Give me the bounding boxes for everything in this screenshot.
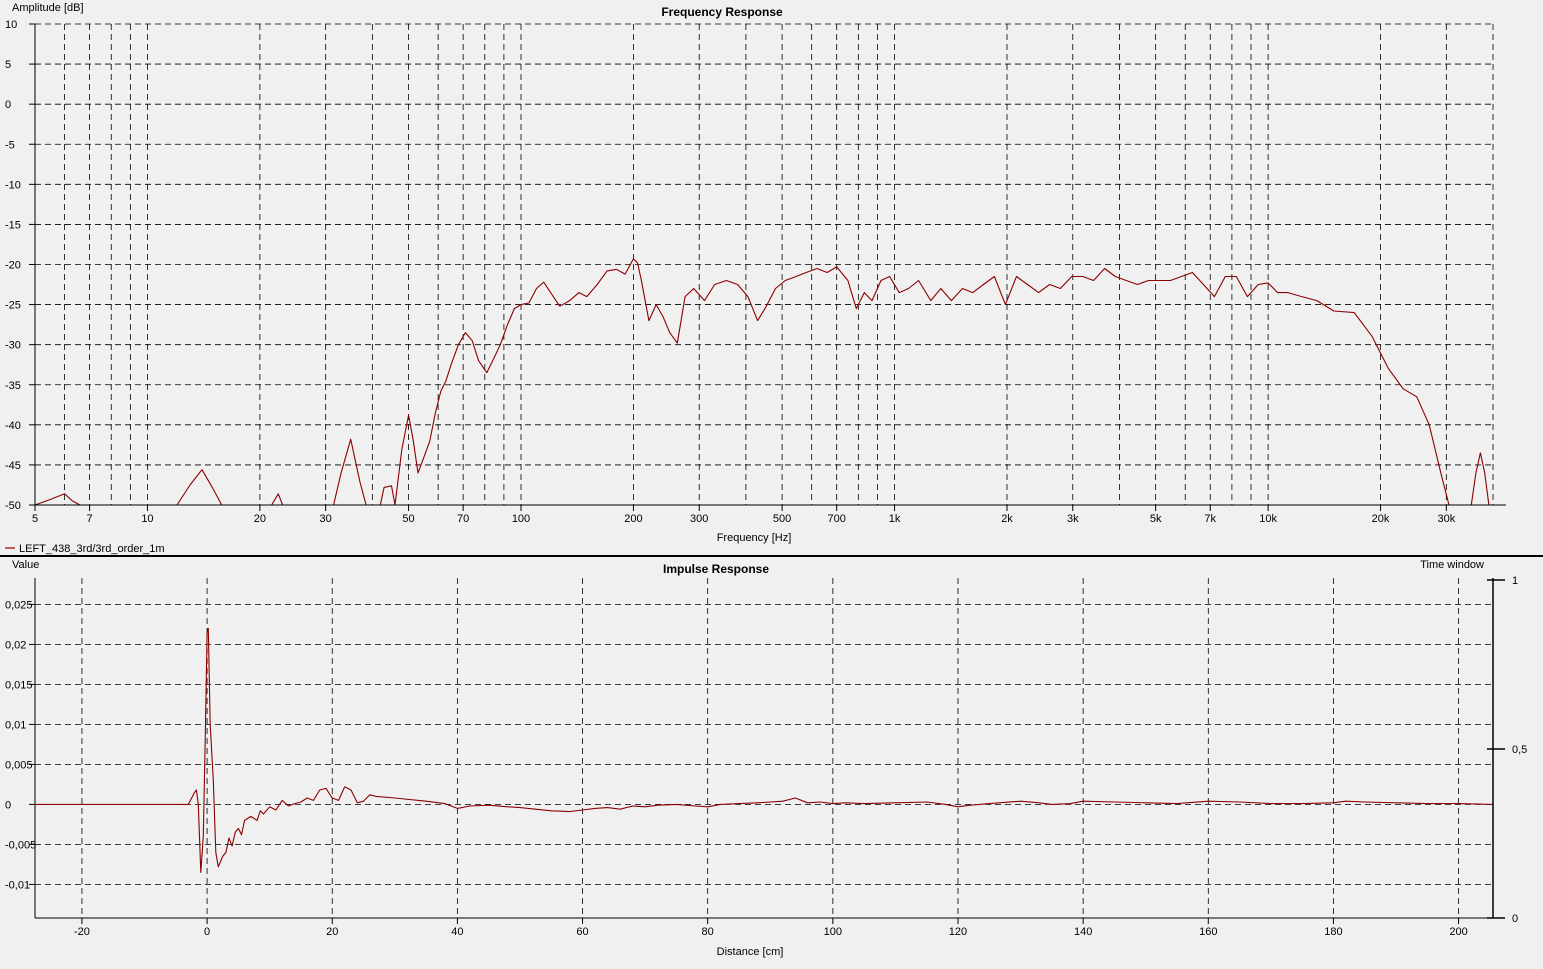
fr-x-tick-label: 10k <box>1259 513 1277 525</box>
ir-x-axis-label: Distance [cm] <box>717 946 784 958</box>
ir-x-tick-label: 60 <box>576 926 588 938</box>
fr-y-tick-labels: 10 5 0 -5 -10 -15 -20 -25 -30 -35 -40 -45 -50 <box>5 19 35 512</box>
fr-x-tick-label: 30 <box>320 513 332 525</box>
fr-x-tick-label: 3k <box>1067 513 1079 525</box>
ir-chart-title: Impulse Response <box>663 562 769 576</box>
fr-x-tick-labels: 5 7 10 20 30 50 70 100 200 300 500 700 1k 2k 3k 5k 7k 10k… <box>32 505 1456 525</box>
legend-label: LEFT_438_3rd/3rd_order_1m <box>19 543 165 555</box>
ir-x-tick-label: -20 <box>74 926 90 938</box>
ir-plot-area <box>35 578 1493 918</box>
fr-series-line <box>333 438 367 506</box>
ir-y-tick-label: 0,005 <box>5 759 33 771</box>
ir-y2-tick-label: 0 <box>1512 913 1518 925</box>
ir-x-tick-label: 200 <box>1449 926 1467 938</box>
fr-x-tick-label: 5 <box>32 513 38 525</box>
fr-x-tick-label: 5k <box>1150 513 1162 525</box>
fr-y-tick-label: -20 <box>5 260 21 272</box>
fr-series-line <box>394 258 1450 506</box>
ir-y-tick-label: -0,005 <box>5 839 36 851</box>
fr-y-tick-label: -5 <box>5 139 15 151</box>
fr-y-tick-label: -50 <box>5 500 21 512</box>
fr-y-tick-label: -35 <box>5 380 21 392</box>
fr-y-tick-label: -30 <box>5 340 21 352</box>
ir-y-tick-label: 0 <box>5 799 11 811</box>
ir-y-tick-labels: 0,025 0,02 0,015 0,01 0,005 0 -0,005 -0,01 <box>5 599 36 891</box>
fr-series-line <box>1470 452 1490 506</box>
fr-x-tick-label: 20k <box>1372 513 1390 525</box>
ir-x-tick-label: 100 <box>824 926 842 938</box>
fr-y-tick-label: -10 <box>5 179 21 191</box>
fr-curve <box>34 258 1490 506</box>
ir-x-tick-label: 180 <box>1324 926 1342 938</box>
ir-y2-tick-labels: 10,50 <box>1487 575 1527 925</box>
fr-y-tick-label: 0 <box>5 99 11 111</box>
fr-grid <box>34 23 1494 505</box>
fr-y-axis-label: Amplitude [dB] <box>12 2 84 14</box>
fr-x-tick-label: 7k <box>1204 513 1216 525</box>
ir-y-tick-label: 0,015 <box>5 679 33 691</box>
fr-x-tick-label: 1k <box>889 513 901 525</box>
fr-chart-title: Frequency Response <box>661 5 783 19</box>
ir-x-tick-label: 120 <box>949 926 967 938</box>
ir-y2-tick-label: 1 <box>1512 575 1518 587</box>
fr-series-line <box>379 485 396 506</box>
fr-x-tick-label: 100 <box>512 513 530 525</box>
fr-x-tick-label: 200 <box>624 513 642 525</box>
ir-series-line <box>35 627 1494 873</box>
ir-x-tick-label: 20 <box>326 926 338 938</box>
ir-y-tick-label: 0,02 <box>5 639 26 651</box>
ir-grid <box>35 578 1493 918</box>
ir-x-tick-label: 140 <box>1074 926 1092 938</box>
fr-x-tick-label: 2k <box>1001 513 1013 525</box>
fr-x-tick-label: 300 <box>690 513 708 525</box>
fr-y-tick-label: -25 <box>5 300 21 312</box>
ir-y2-axis-label: Time window <box>1420 559 1484 571</box>
fr-x-tick-label: 500 <box>773 513 791 525</box>
ir-y-tick-label: 0,025 <box>5 599 33 611</box>
ir-x-tick-label: 0 <box>204 926 210 938</box>
ir-x-tick-label: 80 <box>702 926 714 938</box>
fr-x-tick-label: 30k <box>1437 513 1455 525</box>
fr-x-tick-label: 7 <box>87 513 93 525</box>
ir-y2-tick-label: 0,5 <box>1512 744 1527 756</box>
fr-x-tick-label: 700 <box>828 513 846 525</box>
legend[interactable]: LEFT_438_3rd/3rd_order_1m <box>5 543 165 555</box>
ir-x-tick-label: 40 <box>451 926 463 938</box>
fr-x-tick-label: 50 <box>402 513 414 525</box>
ir-y-axis-label: Value <box>12 559 39 571</box>
fr-y-tick-label: -45 <box>5 460 21 472</box>
fr-x-axis-label: Frequency [Hz] <box>717 532 792 544</box>
fr-series-line <box>271 493 284 506</box>
fr-x-tick-label: 10 <box>141 513 153 525</box>
fr-x-tick-label: 70 <box>457 513 469 525</box>
fr-series-line <box>34 493 81 506</box>
fr-series-line <box>176 469 223 506</box>
fr-y-tick-label: -40 <box>5 420 21 432</box>
ir-y-tick-label: 0,01 <box>5 719 26 731</box>
ir-x-tick-label: 160 <box>1199 926 1217 938</box>
ir-x-tick-labels: -20 0 20 40 60 80 100 120 140 160 180 200 <box>74 918 1468 938</box>
fr-x-tick-label: 20 <box>254 513 266 525</box>
fr-y-tick-label: 5 <box>5 59 11 71</box>
ir-y-tick-label: -0,01 <box>5 879 30 891</box>
fr-y-tick-label: 10 <box>5 19 17 31</box>
fr-y-tick-label: -15 <box>5 219 21 231</box>
ir-curve <box>35 627 1494 873</box>
